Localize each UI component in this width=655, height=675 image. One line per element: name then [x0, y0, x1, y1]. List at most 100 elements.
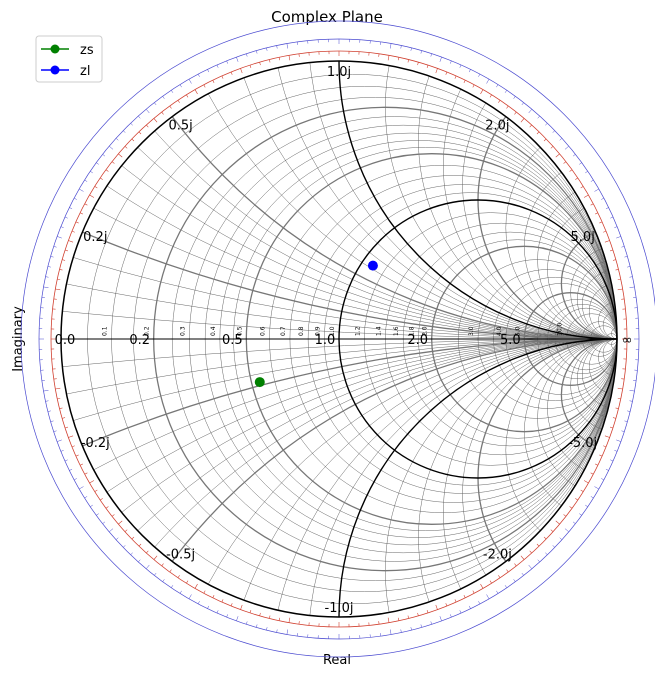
wavelength-tick	[123, 545, 126, 548]
wavelength-tick	[256, 624, 258, 628]
wavelength-tick	[266, 47, 268, 51]
wavelength-tick	[45, 276, 49, 278]
wavelength-tick	[585, 171, 588, 174]
reactance-arc	[598, 338, 617, 377]
angle-tick	[111, 514, 115, 517]
angle-tick	[426, 609, 429, 613]
wavelength-tick	[496, 84, 499, 88]
wavelength-tick	[130, 123, 133, 126]
wavelength-tick	[459, 64, 462, 68]
angle-tick	[529, 550, 532, 554]
angle-tick	[131, 138, 135, 142]
wavelength-tick	[590, 496, 594, 499]
wavelength-tick	[605, 468, 609, 471]
wavelength-tick	[84, 179, 88, 182]
angle-tick	[89, 194, 95, 198]
angle-tick	[536, 543, 540, 547]
wavelength-tick	[486, 594, 490, 599]
point-zs	[254, 377, 265, 388]
angle-tick	[288, 617, 291, 623]
wavelength-tick	[79, 486, 84, 490]
wavelength-tick	[439, 616, 442, 621]
wavelength-tick	[266, 627, 268, 631]
wavelength-tick	[286, 43, 289, 49]
wavelength-tick	[236, 57, 239, 62]
angle-scale-ring	[20, 20, 655, 658]
angle-tick	[612, 259, 616, 261]
grid-labels: 0.1 0.2 0.3 0.4 0.5 0.6 0.7 0.8 0.9 1.0 1.2 1.4 1.6 1…	[55, 65, 633, 616]
angle-tick	[278, 57, 281, 61]
unit-circle	[60, 60, 618, 618]
wavelength-tick	[50, 256, 54, 258]
angle-tick	[249, 65, 252, 69]
data-points	[254, 260, 378, 388]
angle-tick	[55, 288, 61, 291]
wavelength-tick	[43, 286, 49, 289]
angle-tick	[489, 94, 492, 98]
angle-tick	[186, 94, 189, 98]
wavelength-tick	[64, 459, 68, 462]
angle-tick	[65, 426, 69, 429]
wavelength-tick	[513, 579, 516, 582]
resistance-label: 2.0	[407, 333, 428, 348]
angle-tick	[177, 100, 180, 103]
angle-tick	[555, 153, 560, 158]
reactance-arc	[385, 338, 617, 617]
wavelength-tick	[64, 216, 68, 219]
angle-tick	[131, 536, 135, 540]
wavelength-tick	[286, 629, 289, 635]
resistance-tick-label: 10.0	[556, 322, 563, 336]
wavelength-tick	[545, 123, 548, 126]
wavelength-tick	[450, 60, 452, 64]
angle-tick	[590, 472, 594, 475]
angle-tick	[617, 397, 621, 400]
wavelength-tick	[521, 102, 524, 106]
wavelength-tick	[197, 601, 200, 605]
angle-tick	[550, 529, 554, 532]
wavelength-tick	[629, 286, 635, 289]
wavelength-tick	[627, 266, 631, 268]
wavelength-tick	[115, 537, 119, 540]
reactance-arc	[598, 301, 617, 340]
wavelength-tick	[400, 45, 402, 49]
wavelength-tick	[60, 450, 64, 452]
angle-tick	[529, 124, 532, 128]
wavelength-tick	[57, 439, 62, 442]
angle-tick	[506, 569, 509, 573]
resistance-tick-label: 0.8	[298, 326, 305, 336]
wavelength-tick	[84, 496, 88, 499]
angle-tick	[599, 454, 603, 457]
wavelength-tick	[276, 45, 278, 49]
resistance-tick-label: 3.0	[468, 326, 475, 336]
resistance-tick-label: 0.9	[314, 326, 321, 336]
outer-scales	[20, 20, 655, 658]
resistance-tick-label: 1.6	[393, 326, 400, 336]
resistance-tick-label: 1.0	[329, 326, 336, 336]
reactance-arc	[153, 338, 617, 617]
wavelength-tick	[552, 545, 555, 548]
resistance-tick-label: 1.4	[375, 326, 382, 336]
chart-title: Complex Plane	[271, 8, 383, 26]
wavelength-tick	[79, 188, 84, 192]
wavelength-tick	[53, 430, 57, 432]
wavelength-tick	[179, 84, 182, 88]
wavelength-tick	[109, 145, 114, 150]
reactance-label: 0.5j	[168, 119, 192, 134]
angle-tick	[240, 604, 243, 610]
angle-tick	[595, 212, 598, 215]
wavelength-tick	[138, 115, 141, 119]
angle-tick	[463, 80, 466, 83]
reactance-label: 1.0j	[327, 65, 351, 80]
wavelength-tick	[50, 420, 54, 422]
wavelength-tick	[73, 478, 77, 481]
wavelength-tick	[601, 197, 605, 200]
resistance-tick-label: 0.5	[236, 326, 243, 336]
wavelength-tick	[246, 621, 248, 625]
angle-tick	[580, 489, 584, 492]
angle-tick	[569, 169, 573, 172]
wavelength-tick	[528, 564, 533, 569]
angle-tick	[138, 131, 142, 135]
angle-tick	[407, 59, 409, 63]
angle-tick	[118, 153, 123, 158]
angle-tick	[520, 118, 525, 123]
